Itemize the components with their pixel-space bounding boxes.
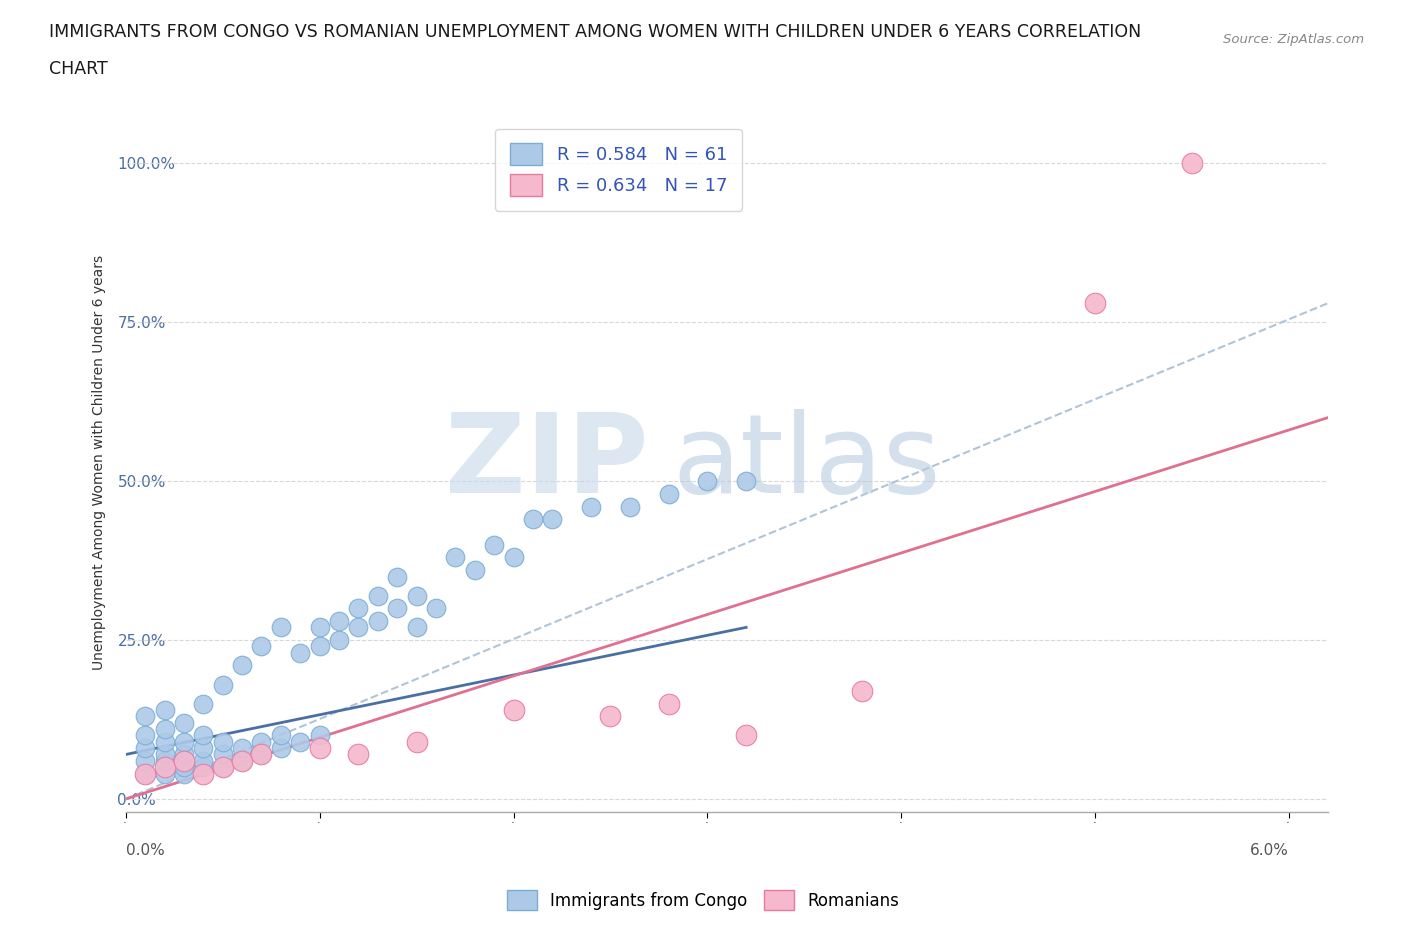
Point bbox=[308, 728, 330, 743]
Point bbox=[173, 735, 195, 750]
Point bbox=[367, 614, 389, 629]
Point bbox=[193, 697, 215, 711]
Point bbox=[193, 766, 215, 781]
Point bbox=[347, 620, 370, 635]
Point bbox=[482, 538, 505, 552]
Point bbox=[1084, 296, 1107, 311]
Point bbox=[153, 753, 176, 768]
Point bbox=[211, 677, 233, 692]
Point bbox=[541, 512, 564, 526]
Point bbox=[231, 658, 253, 673]
Point bbox=[619, 499, 641, 514]
Point bbox=[173, 766, 195, 781]
Point bbox=[250, 747, 273, 762]
Point bbox=[134, 728, 156, 743]
Point bbox=[522, 512, 544, 526]
Point bbox=[1181, 156, 1204, 171]
Point bbox=[193, 728, 215, 743]
Point bbox=[405, 620, 427, 635]
Point bbox=[502, 550, 524, 565]
Point bbox=[290, 735, 312, 750]
Point bbox=[231, 740, 253, 755]
Point bbox=[658, 486, 681, 501]
Point bbox=[134, 740, 156, 755]
Point bbox=[250, 639, 273, 654]
Point bbox=[134, 753, 156, 768]
Text: ZIP: ZIP bbox=[446, 408, 648, 515]
Point bbox=[308, 639, 330, 654]
Point bbox=[134, 766, 156, 781]
Point bbox=[153, 722, 176, 737]
Text: 0.0%: 0.0% bbox=[125, 844, 165, 858]
Point bbox=[231, 753, 253, 768]
Point bbox=[211, 760, 233, 775]
Point bbox=[328, 614, 350, 629]
Point bbox=[579, 499, 602, 514]
Point bbox=[153, 702, 176, 717]
Legend: R = 0.584   N = 61, R = 0.634   N = 17: R = 0.584 N = 61, R = 0.634 N = 17 bbox=[495, 128, 742, 210]
Point bbox=[173, 753, 195, 768]
Point bbox=[308, 620, 330, 635]
Point bbox=[211, 760, 233, 775]
Point bbox=[308, 740, 330, 755]
Point bbox=[153, 760, 176, 775]
Legend: Immigrants from Congo, Romanians: Immigrants from Congo, Romanians bbox=[501, 884, 905, 917]
Point bbox=[444, 550, 467, 565]
Point bbox=[385, 601, 408, 616]
Point bbox=[851, 684, 873, 698]
Point bbox=[464, 563, 486, 578]
Point bbox=[735, 728, 758, 743]
Point bbox=[173, 760, 195, 775]
Point bbox=[735, 473, 758, 488]
Point bbox=[153, 766, 176, 781]
Point bbox=[173, 715, 195, 730]
Point bbox=[153, 735, 176, 750]
Text: CHART: CHART bbox=[49, 60, 108, 78]
Point bbox=[134, 709, 156, 724]
Point bbox=[385, 569, 408, 584]
Point bbox=[193, 740, 215, 755]
Text: 6.0%: 6.0% bbox=[1250, 844, 1289, 858]
Point bbox=[270, 620, 292, 635]
Text: Source: ZipAtlas.com: Source: ZipAtlas.com bbox=[1223, 33, 1364, 46]
Point bbox=[599, 709, 621, 724]
Point bbox=[250, 735, 273, 750]
Y-axis label: Unemployment Among Women with Children Under 6 years: Unemployment Among Women with Children U… bbox=[93, 255, 107, 670]
Point bbox=[696, 473, 718, 488]
Point bbox=[250, 747, 273, 762]
Point bbox=[270, 728, 292, 743]
Point bbox=[173, 747, 195, 762]
Point bbox=[211, 735, 233, 750]
Point bbox=[211, 747, 233, 762]
Point bbox=[405, 588, 427, 603]
Point bbox=[193, 760, 215, 775]
Point bbox=[231, 753, 253, 768]
Point bbox=[347, 601, 370, 616]
Point bbox=[367, 588, 389, 603]
Point bbox=[502, 702, 524, 717]
Point bbox=[425, 601, 447, 616]
Text: atlas: atlas bbox=[672, 408, 941, 515]
Point bbox=[270, 740, 292, 755]
Point bbox=[658, 697, 681, 711]
Point bbox=[290, 645, 312, 660]
Point bbox=[328, 632, 350, 647]
Point bbox=[134, 766, 156, 781]
Text: IMMIGRANTS FROM CONGO VS ROMANIAN UNEMPLOYMENT AMONG WOMEN WITH CHILDREN UNDER 6: IMMIGRANTS FROM CONGO VS ROMANIAN UNEMPL… bbox=[49, 23, 1142, 41]
Point bbox=[153, 747, 176, 762]
Point bbox=[405, 735, 427, 750]
Point bbox=[193, 753, 215, 768]
Point bbox=[347, 747, 370, 762]
